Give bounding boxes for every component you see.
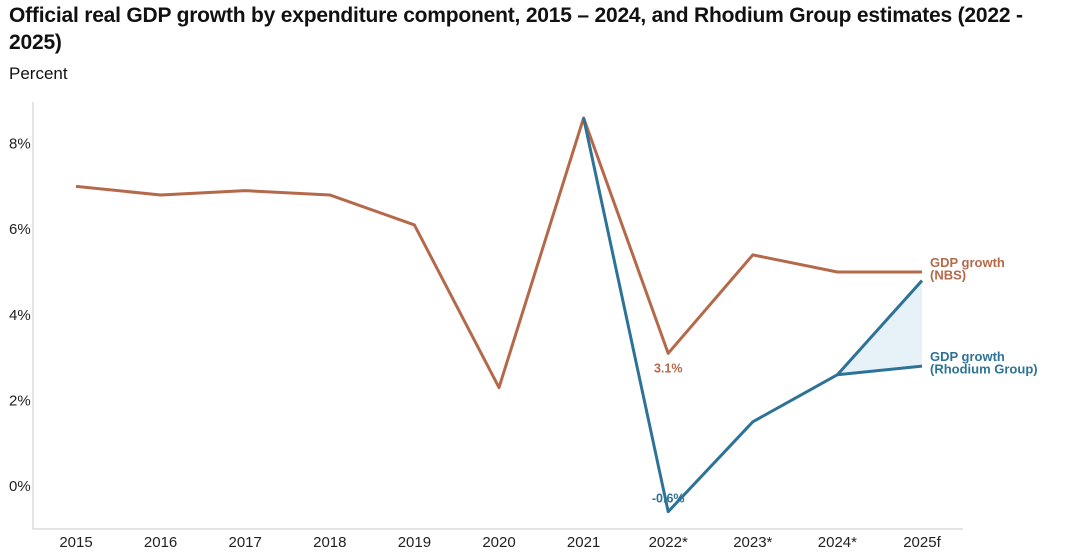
x-tick-label: 2021 (567, 534, 600, 551)
nbs-series-label: (NBS) (930, 268, 966, 283)
x-axis-ticks: 2015 2016 2017 2018 2019 2020 2021 2022* 2023* 20… (59, 534, 941, 551)
y-tick-label: 4% (9, 307, 31, 324)
chart-subtitle: Percent (9, 64, 68, 83)
rhodium-series-label: (Rhodium Group) (930, 362, 1038, 377)
y-tick-label: 2% (9, 392, 31, 409)
nbs-2022-value-label: 3.1% (654, 361, 683, 375)
chart-title: Official real GDP growth by expenditure … (9, 4, 1023, 54)
nbs-growth-line (75, 116, 922, 390)
nbs-series-label: GDP growth (930, 255, 1005, 270)
axes (32, 102, 963, 530)
y-tick-label: 6% (9, 221, 31, 238)
x-tick-label: 2024* (818, 534, 857, 551)
y-axis-ticks: 0% 2% 4% 6% 8% (9, 136, 31, 495)
x-tick-label: 2015 (59, 534, 92, 551)
y-tick-label: 0% (9, 478, 31, 495)
rhodium-2022-value-label: -0.6% (652, 492, 685, 506)
x-tick-label: 2016 (144, 534, 177, 551)
series-lines (75, 116, 924, 514)
x-tick-label: 2018 (313, 534, 346, 551)
x-tick-label: 2025f (903, 534, 941, 551)
y-tick-label: 8% (9, 136, 31, 153)
series-labels: GDP growth(NBS)GDP growth(Rhodium Group) (930, 255, 1038, 377)
x-tick-label: 2022* (649, 534, 688, 551)
x-tick-label: 2020 (482, 534, 515, 551)
x-tick-label: 2019 (398, 534, 431, 551)
x-tick-label: 2023* (733, 534, 772, 551)
rhodium-series-label: GDP growth (930, 349, 1005, 364)
rhodium-growth-line (582, 117, 923, 514)
annotations: 3.1% -0.6% (652, 361, 685, 505)
rhodium-upper-line (836, 279, 924, 376)
x-tick-label: 2017 (229, 534, 262, 551)
